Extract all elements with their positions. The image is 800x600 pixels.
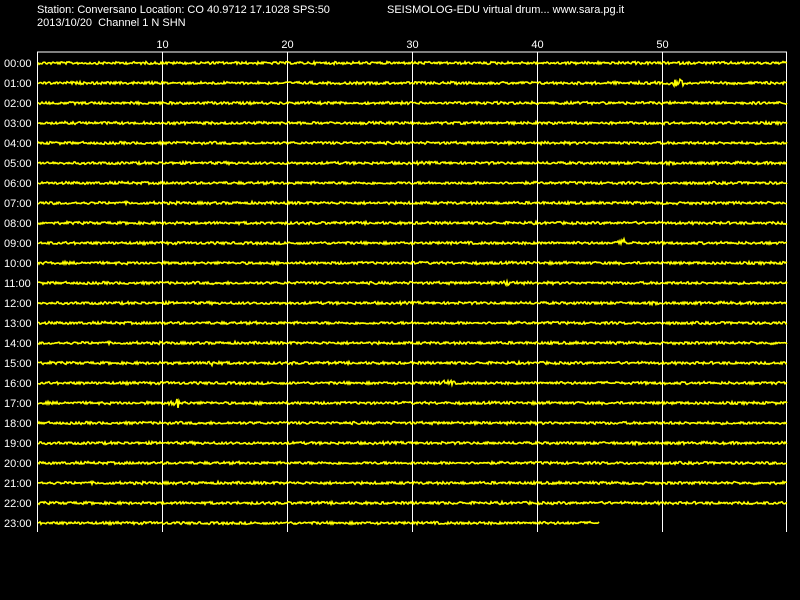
row-time-label: 10:00: [4, 258, 32, 270]
row-time-label: 08:00: [4, 218, 32, 230]
row-time-label: 20:00: [4, 458, 32, 470]
trace-row-1400: [37, 339, 788, 347]
trace-row-0500: [37, 159, 788, 167]
label-layer: 10 20 30 40 50 00:00 01:00 02:00 03:00 04:00 05:00…: [4, 39, 669, 530]
trace-row-0100: [37, 77, 788, 89]
date-channel-info: 2013/10/20 Channel 1 N SHN: [37, 17, 186, 29]
trace-row-0200: [37, 99, 788, 107]
trace-row-2200: [37, 499, 788, 507]
row-time-label: 00:00: [4, 58, 32, 70]
x-tick-label: 30: [406, 39, 418, 51]
row-time-label: 01:00: [4, 78, 32, 90]
row-time-label: 17:00: [4, 398, 32, 410]
row-time-label: 14:00: [4, 338, 32, 350]
row-time-label: 13:00: [4, 318, 32, 330]
row-time-label: 19:00: [4, 438, 32, 450]
trace-row-2300: [37, 519, 600, 527]
trace-row-1000: [37, 259, 788, 267]
x-tick-label: 40: [531, 39, 543, 51]
row-time-label: 03:00: [4, 118, 32, 130]
trace-row-2100: [37, 479, 788, 487]
row-time-label: 06:00: [4, 178, 32, 190]
trace-row-0400: [37, 139, 788, 147]
trace-row-0700: [37, 199, 788, 207]
row-time-label: 04:00: [4, 138, 32, 150]
row-time-label: 09:00: [4, 238, 32, 250]
x-tick-label: 10: [156, 39, 168, 51]
trace-row-1100: [37, 278, 788, 288]
row-time-label: 15:00: [4, 358, 32, 370]
row-time-label: 05:00: [4, 158, 32, 170]
trace-row-0900: [37, 236, 788, 247]
trace-row-1600: [37, 378, 788, 388]
trace-row-0800: [37, 219, 788, 227]
row-time-label: 02:00: [4, 98, 32, 110]
row-time-label: 12:00: [4, 298, 32, 310]
trace-row-1300: [37, 319, 788, 326]
trace-row-2000: [37, 459, 788, 466]
trace-row-0600: [37, 179, 788, 186]
station-info: Station: Conversano Location: CO 40.9712…: [37, 4, 330, 16]
grid-layer: [37, 51, 787, 532]
row-time-label: 22:00: [4, 498, 32, 510]
trace-row-1900: [37, 439, 788, 447]
trace-row-1700: [37, 397, 788, 409]
x-tick-label: 50: [656, 39, 668, 51]
row-time-label: 21:00: [4, 478, 32, 490]
row-time-label: 11:00: [4, 278, 31, 290]
trace-row-1200: [37, 299, 788, 307]
x-tick-label: 20: [281, 39, 293, 51]
trace-row-1500: [37, 359, 788, 368]
trace-row-0000: [37, 59, 788, 67]
row-time-label: 18:00: [4, 418, 32, 430]
app-info: SEISMOLOG-EDU virtual drum... www.sara.p…: [387, 4, 625, 16]
row-time-label: 07:00: [4, 198, 32, 210]
row-time-label: 16:00: [4, 378, 32, 390]
trace-row-1800: [37, 419, 788, 427]
trace-layer: [37, 59, 788, 527]
trace-row-0300: [37, 119, 788, 127]
row-time-label: 23:00: [4, 518, 32, 530]
